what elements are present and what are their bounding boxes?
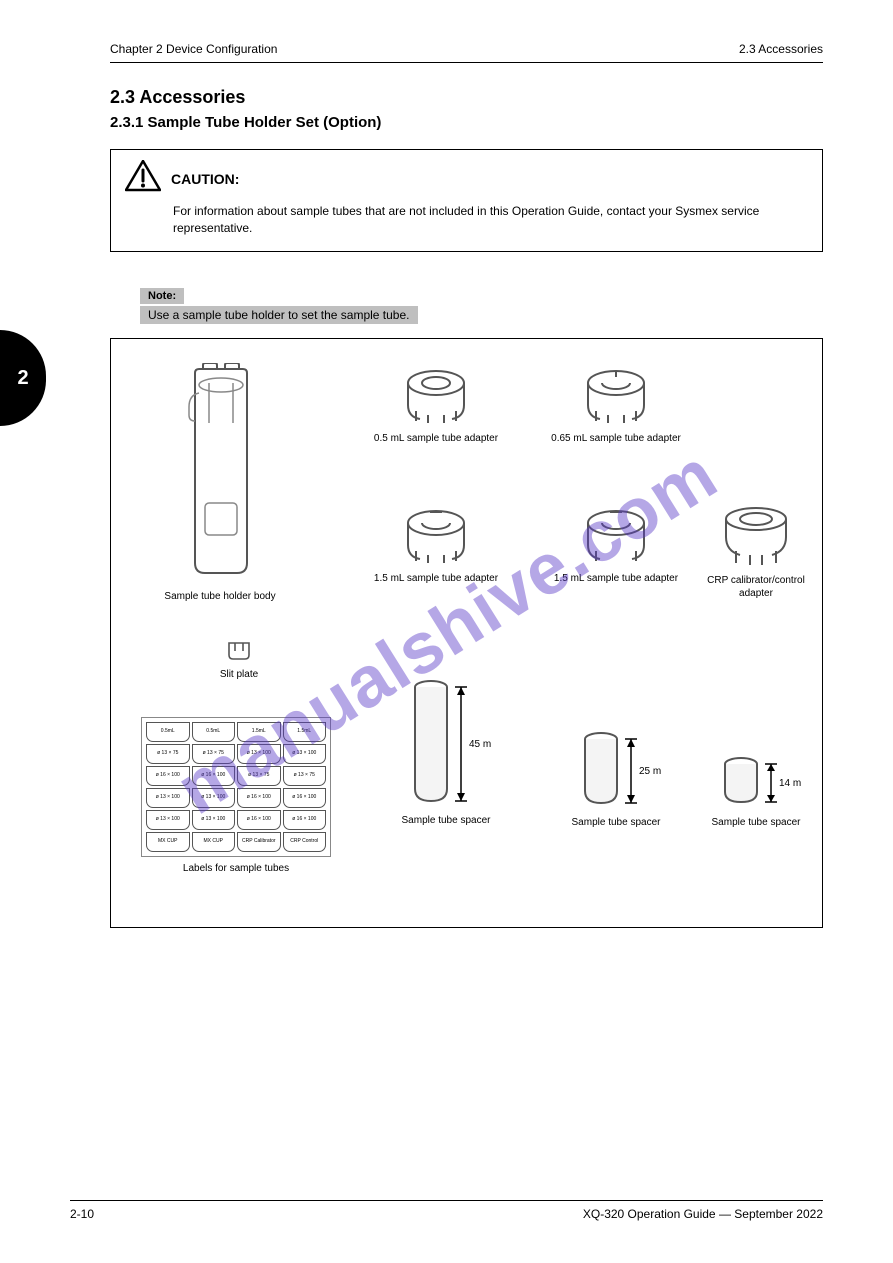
page-header: Chapter 2 Device Configuration 2.3 Acces…: [110, 42, 823, 63]
caution-box: CAUTION: For information about sample tu…: [110, 149, 823, 252]
spacer-25-icon: 25 mm: [571, 801, 661, 812]
holder-body-label: Sample tube holder body: [135, 591, 305, 604]
adapter-15b-icon: [582, 557, 650, 568]
label-cell: ø 16 × 100: [283, 788, 327, 808]
subsection-title: 2.3.1 Sample Tube Holder Set (Option): [110, 114, 823, 131]
caution-body: For information about sample tubes that …: [173, 203, 808, 237]
label-cell: ø 13 × 75: [283, 766, 327, 786]
spacer-45-icon: 45 mm: [401, 799, 491, 810]
label-cell: ø 13 × 100: [237, 744, 281, 764]
footer-right: XQ-320 Operation Guide — September 2022: [583, 1207, 823, 1221]
label-cell: ø 13 × 100: [146, 810, 190, 830]
page-number: 2-10: [70, 1207, 94, 1221]
spacer-14-label: Sample tube spacer: [691, 817, 821, 830]
spacer-14-icon: 14 mm: [711, 801, 801, 812]
label-cell: CRP Control: [283, 832, 327, 852]
adapter-crp-label: CRP calibrator/control adapter: [691, 575, 821, 600]
label-cell: 1.5mL: [283, 722, 327, 742]
label-cell: CRP Calibrator: [237, 832, 281, 852]
adapter-065-icon: [582, 417, 650, 428]
label-cell: 0.5mL: [192, 722, 236, 742]
slit-plate-label: Slit plate: [189, 669, 289, 682]
spacer-25-label: Sample tube spacer: [541, 817, 691, 830]
label-cell: ø 13 × 100: [146, 788, 190, 808]
section-title: 2.3 Accessories: [110, 87, 823, 108]
adapter-15a-label: 1.5 mL sample tube adapter: [361, 573, 511, 586]
label-cell: ø 16 × 100: [283, 810, 327, 830]
label-cell: ø 13 × 100: [192, 810, 236, 830]
label-cell: ø 13 × 100: [192, 788, 236, 808]
holder-body-icon: [165, 575, 275, 586]
spacer-45-label: Sample tube spacer: [371, 815, 521, 828]
adapter-15a-icon: [402, 557, 470, 568]
caution-label: CAUTION:: [171, 171, 239, 187]
note-label: Note:: [140, 288, 184, 304]
figure-frame: Sample tube holder body 0.5 mL sample tu…: [110, 338, 823, 928]
svg-text:14 mm: 14 mm: [779, 778, 801, 789]
label-cell: ø 13 × 75: [192, 744, 236, 764]
chapter-tab: 2: [0, 330, 46, 426]
header-chapter: Chapter 2 Device Configuration: [110, 42, 277, 56]
labels-grid: 0.5mL0.5mL1.5mL1.5mLø 13 × 75ø 13 × 75ø …: [141, 717, 331, 857]
warning-icon: [125, 160, 161, 197]
note-block: Note: Use a sample tube holder to set th…: [140, 286, 823, 324]
labels-sheet: 0.5mL0.5mL1.5mL1.5mLø 13 × 75ø 13 × 75ø …: [141, 717, 331, 874]
header-section: 2.3 Accessories: [739, 42, 823, 56]
label-cell: ø 13 × 75: [146, 744, 190, 764]
svg-text:25 mm: 25 mm: [639, 766, 661, 777]
label-cell: ø 13 × 75: [237, 766, 281, 786]
adapter-065-label: 0.65 mL sample tube adapter: [541, 433, 691, 446]
label-cell: ø 16 × 100: [192, 766, 236, 786]
adapter-05-label: 0.5 mL sample tube adapter: [361, 433, 511, 446]
adapter-15b-label: 1.5 mL sample tube adapter: [541, 573, 691, 586]
adapter-05-icon: [402, 417, 470, 428]
label-cell: ø 13 × 100: [283, 744, 327, 764]
label-cell: 1.5mL: [237, 722, 281, 742]
svg-text:45 mm: 45 mm: [469, 739, 491, 750]
label-cell: ø 16 × 100: [237, 810, 281, 830]
label-cell: ø 16 × 100: [146, 766, 190, 786]
label-cell: MX CUP: [192, 832, 236, 852]
label-cell: MX CUP: [146, 832, 190, 852]
page-footer: 2-10 XQ-320 Operation Guide — September …: [70, 1200, 823, 1221]
label-cell: ø 16 × 100: [237, 788, 281, 808]
slit-plate-icon: [225, 653, 253, 664]
note-text: Use a sample tube holder to set the samp…: [140, 306, 418, 324]
label-cell: 0.5mL: [146, 722, 190, 742]
labels-sheet-label: Labels for sample tubes: [141, 863, 331, 874]
adapter-crp-icon: [720, 559, 792, 570]
